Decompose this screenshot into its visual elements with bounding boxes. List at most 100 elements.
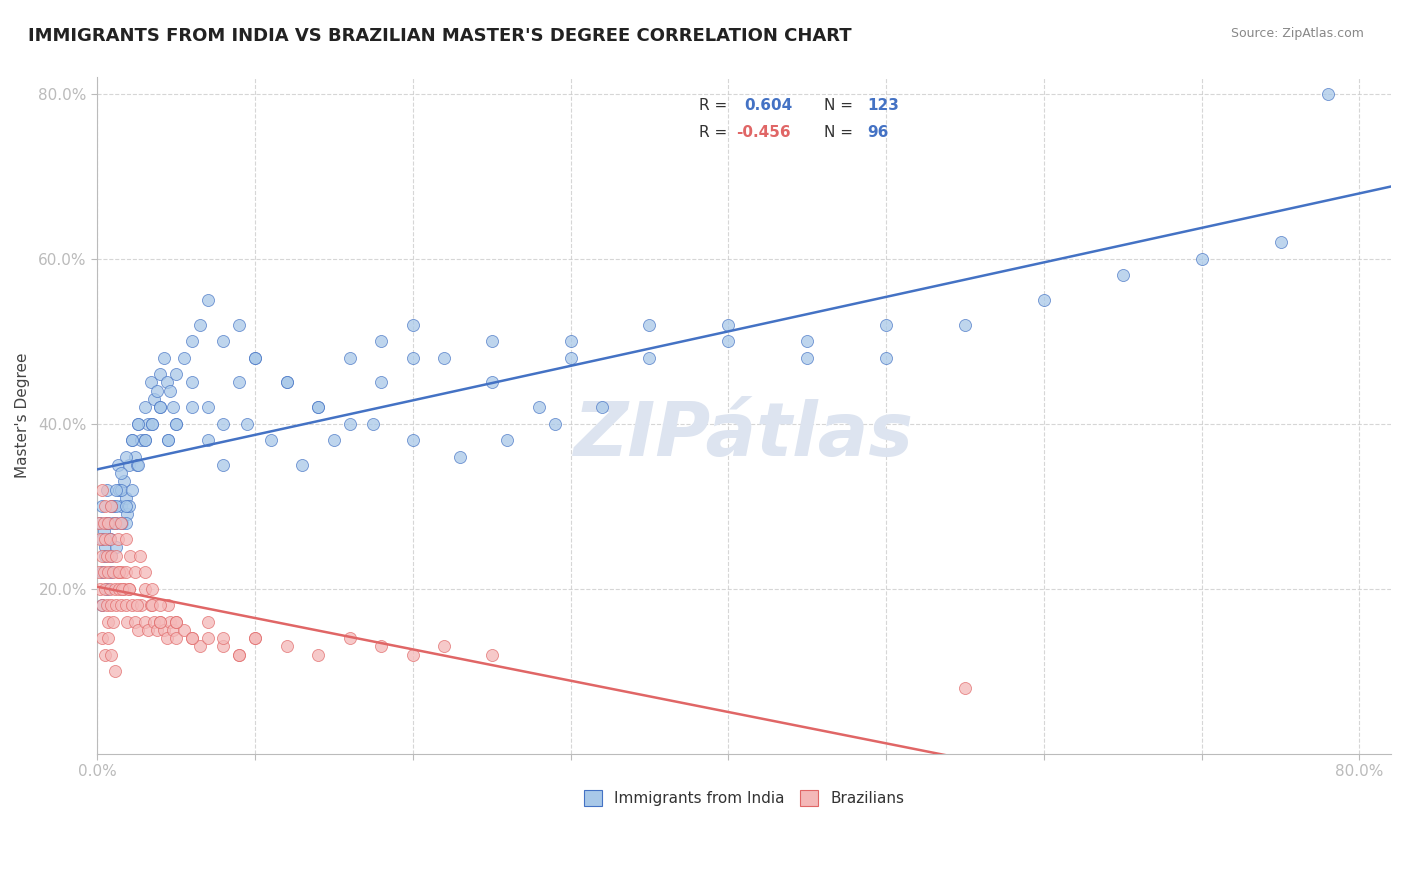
Point <box>131 598 153 612</box>
Point <box>236 417 259 431</box>
Point <box>93 524 115 538</box>
Point <box>108 565 131 579</box>
Point <box>139 376 162 390</box>
Point <box>101 499 124 513</box>
Point <box>212 631 235 645</box>
Point <box>717 318 740 332</box>
Point <box>87 516 110 530</box>
Point <box>402 434 425 448</box>
Point <box>125 458 148 472</box>
Point <box>104 582 127 596</box>
Point <box>307 401 329 415</box>
Point <box>875 351 897 365</box>
Point <box>94 532 117 546</box>
Point <box>114 598 136 612</box>
Point <box>162 401 184 415</box>
Point <box>127 458 149 472</box>
Point <box>100 499 122 513</box>
Point <box>134 434 156 448</box>
Point <box>165 368 187 382</box>
Point <box>188 318 211 332</box>
Point <box>953 318 976 332</box>
Point <box>228 376 250 390</box>
Point <box>796 334 818 349</box>
Point <box>110 516 132 530</box>
Point <box>128 549 150 563</box>
Text: Source: ZipAtlas.com: Source: ZipAtlas.com <box>1230 27 1364 40</box>
Point <box>139 598 162 612</box>
Text: R =: R = <box>699 98 727 113</box>
Point <box>124 450 146 464</box>
Point <box>94 582 117 596</box>
Point <box>105 598 128 612</box>
Point <box>94 541 117 555</box>
Point <box>402 318 425 332</box>
Point <box>243 351 266 365</box>
Point <box>322 434 344 448</box>
Point <box>114 516 136 530</box>
Point <box>96 549 118 563</box>
Text: 96: 96 <box>868 125 889 140</box>
Point <box>124 565 146 579</box>
Point <box>212 417 235 431</box>
Point <box>136 417 159 431</box>
Point <box>180 334 202 349</box>
Point <box>105 499 128 513</box>
Point <box>363 417 385 431</box>
Point <box>197 631 219 645</box>
Point <box>638 351 661 365</box>
Point <box>560 334 582 349</box>
Point <box>146 623 169 637</box>
Point <box>124 615 146 629</box>
Point <box>875 318 897 332</box>
Point <box>96 582 118 596</box>
Point <box>149 368 172 382</box>
Point <box>141 582 163 596</box>
Point <box>105 541 128 555</box>
Point <box>152 623 174 637</box>
Point <box>197 434 219 448</box>
Point <box>94 648 117 662</box>
Point <box>96 516 118 530</box>
Point <box>162 623 184 637</box>
Point <box>141 417 163 431</box>
Point <box>197 615 219 629</box>
Point <box>544 417 567 431</box>
Point <box>149 401 172 415</box>
Point <box>149 615 172 629</box>
Point <box>127 417 149 431</box>
Point <box>114 491 136 505</box>
Point <box>101 516 124 530</box>
Point <box>496 434 519 448</box>
Point <box>114 450 136 464</box>
Point <box>104 516 127 530</box>
Point <box>243 631 266 645</box>
Point <box>212 334 235 349</box>
Point <box>97 631 120 645</box>
Text: 123: 123 <box>868 98 898 113</box>
Point <box>114 532 136 546</box>
Point <box>97 565 120 579</box>
Point <box>111 516 134 530</box>
Point <box>433 640 456 654</box>
Point <box>143 392 166 406</box>
Point <box>449 450 471 464</box>
Point <box>121 434 143 448</box>
Point <box>527 401 550 415</box>
Text: -0.456: -0.456 <box>737 125 792 140</box>
Point <box>114 499 136 513</box>
Point <box>100 549 122 563</box>
Point <box>97 615 120 629</box>
Point <box>127 623 149 637</box>
Point <box>165 417 187 431</box>
Point <box>111 565 134 579</box>
Point <box>131 434 153 448</box>
Point <box>125 598 148 612</box>
Point <box>104 664 127 678</box>
Point <box>120 549 142 563</box>
Point <box>1191 252 1213 266</box>
Point <box>180 631 202 645</box>
Point <box>157 434 180 448</box>
Point <box>134 434 156 448</box>
Point <box>98 532 121 546</box>
